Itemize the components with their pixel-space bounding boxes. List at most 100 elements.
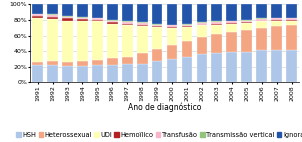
Bar bbox=[271, 20, 282, 21]
Bar bbox=[122, 24, 133, 25]
Bar bbox=[167, 59, 178, 82]
Bar bbox=[47, 4, 58, 14]
Bar bbox=[286, 17, 297, 18]
Bar bbox=[137, 26, 148, 54]
Bar bbox=[107, 20, 118, 21]
Bar bbox=[182, 57, 192, 82]
Bar bbox=[256, 19, 267, 21]
Bar bbox=[137, 54, 148, 64]
Bar bbox=[107, 22, 118, 24]
Bar bbox=[211, 4, 222, 21]
Bar bbox=[47, 19, 58, 61]
Bar bbox=[256, 21, 267, 28]
Bar bbox=[271, 26, 282, 50]
Bar bbox=[107, 24, 118, 58]
Bar bbox=[271, 17, 282, 18]
Bar bbox=[241, 21, 252, 22]
Bar bbox=[182, 25, 192, 26]
Bar bbox=[241, 30, 252, 52]
Bar bbox=[256, 18, 267, 19]
Bar bbox=[211, 24, 222, 25]
Bar bbox=[211, 53, 222, 82]
Bar bbox=[152, 26, 162, 27]
Bar bbox=[152, 61, 162, 82]
Bar bbox=[271, 4, 282, 17]
Bar bbox=[62, 16, 73, 17]
Bar bbox=[167, 27, 178, 28]
Bar bbox=[211, 34, 222, 53]
Bar bbox=[197, 37, 207, 54]
Bar bbox=[77, 17, 88, 19]
Bar bbox=[226, 24, 237, 32]
Bar bbox=[241, 4, 252, 20]
Bar bbox=[256, 28, 267, 50]
Bar bbox=[32, 65, 43, 82]
Bar bbox=[47, 14, 58, 15]
Bar bbox=[211, 22, 222, 24]
Bar bbox=[62, 18, 73, 21]
Bar bbox=[92, 60, 103, 65]
Bar bbox=[286, 18, 297, 20]
Bar bbox=[152, 24, 162, 25]
Bar bbox=[182, 4, 192, 24]
Bar bbox=[167, 28, 178, 45]
Bar bbox=[122, 4, 133, 21]
Bar bbox=[62, 62, 73, 66]
Bar bbox=[226, 23, 237, 24]
Bar bbox=[77, 19, 88, 21]
Bar bbox=[226, 32, 237, 52]
Bar bbox=[182, 26, 192, 27]
Bar bbox=[152, 27, 162, 49]
Bar bbox=[107, 65, 118, 82]
Bar bbox=[182, 41, 192, 57]
Bar bbox=[107, 4, 118, 20]
Bar bbox=[92, 20, 103, 21]
Bar bbox=[271, 50, 282, 82]
Bar bbox=[256, 4, 267, 18]
Bar bbox=[167, 45, 178, 59]
Bar bbox=[211, 21, 222, 22]
Bar bbox=[286, 20, 297, 21]
Bar bbox=[226, 4, 237, 21]
Bar bbox=[92, 65, 103, 82]
Bar bbox=[286, 4, 297, 17]
Bar bbox=[47, 61, 58, 65]
Bar bbox=[197, 23, 207, 25]
Bar bbox=[197, 54, 207, 82]
Bar bbox=[137, 4, 148, 22]
Bar bbox=[271, 18, 282, 20]
Bar bbox=[47, 17, 58, 19]
Bar bbox=[137, 23, 148, 25]
Bar bbox=[211, 25, 222, 34]
Bar bbox=[137, 64, 148, 82]
Bar bbox=[152, 25, 162, 26]
Bar bbox=[32, 62, 43, 65]
Bar bbox=[122, 25, 133, 57]
Bar bbox=[286, 21, 297, 25]
Bar bbox=[32, 4, 43, 14]
Bar bbox=[92, 17, 103, 18]
Bar bbox=[77, 61, 88, 66]
Bar bbox=[32, 14, 43, 16]
Bar bbox=[286, 25, 297, 50]
Bar bbox=[152, 49, 162, 61]
Bar bbox=[226, 52, 237, 82]
Bar bbox=[197, 22, 207, 23]
Bar bbox=[62, 4, 73, 16]
Bar bbox=[77, 66, 88, 82]
Bar bbox=[47, 15, 58, 17]
Bar bbox=[167, 4, 178, 25]
Bar bbox=[62, 17, 73, 18]
Bar bbox=[122, 21, 133, 22]
Bar bbox=[122, 22, 133, 24]
Bar bbox=[77, 4, 88, 17]
Bar bbox=[286, 50, 297, 82]
Bar bbox=[167, 25, 178, 27]
Bar bbox=[122, 64, 133, 82]
Bar bbox=[197, 4, 207, 22]
Bar bbox=[137, 22, 148, 23]
X-axis label: Ano de diagnóstico: Ano de diagnóstico bbox=[128, 102, 201, 112]
Bar bbox=[152, 4, 162, 24]
Bar bbox=[182, 24, 192, 25]
Bar bbox=[241, 23, 252, 30]
